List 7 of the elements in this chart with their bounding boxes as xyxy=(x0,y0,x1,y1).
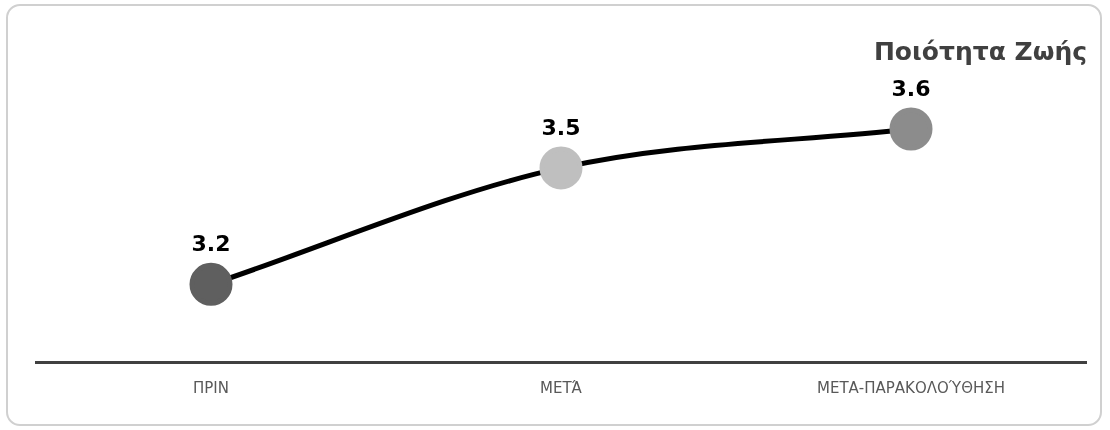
x-tick-label: ΜΕΤΑ-ΠΑΡΑΚΟΛΟΎΘΗΣΗ xyxy=(816,378,1006,397)
data-label: 3.5 xyxy=(541,114,581,140)
x-tick-label: ΜΕΤΆ xyxy=(540,378,583,397)
x-tick-label: ΠΡΙΝ xyxy=(193,378,229,397)
data-label: 3.2 xyxy=(191,231,231,257)
chart-title: Ποιότητα Ζωής xyxy=(873,36,1087,66)
data-label: 3.6 xyxy=(891,75,931,101)
